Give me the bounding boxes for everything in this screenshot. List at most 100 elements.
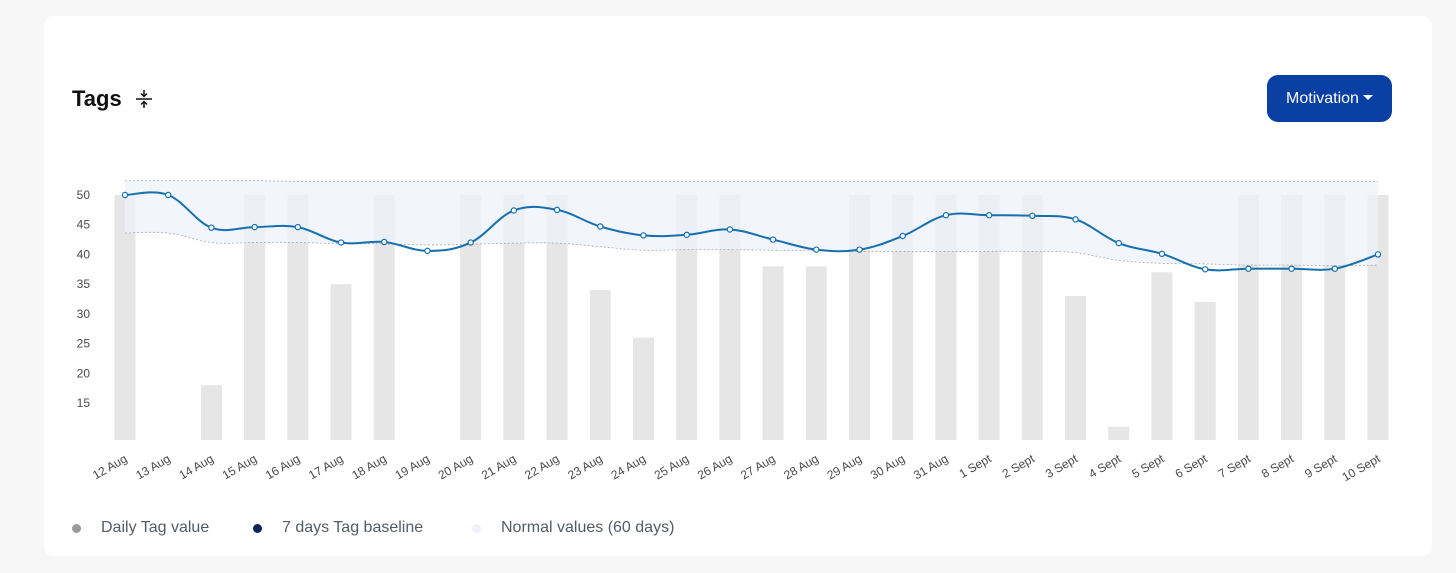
baseline-point-12: [597, 223, 604, 230]
baseline-point-23: [1072, 216, 1079, 223]
bar-25: [1151, 272, 1173, 440]
y-tick-label: 15: [77, 396, 91, 410]
baseline-point-17: [813, 246, 820, 253]
bar-19: [892, 195, 914, 440]
x-tick-label: 5 Sept: [1129, 451, 1167, 481]
baseline-point-19: [899, 232, 906, 240]
bar-20: [935, 195, 957, 440]
x-tick-label: 29 Aug: [825, 451, 864, 482]
baseline-line-layer: [121, 191, 1382, 273]
normal-band-lower: [124, 231, 1379, 267]
bar-26: [1194, 301, 1216, 440]
bar-3: [200, 385, 222, 440]
bar-9: [460, 195, 482, 440]
baseline-point-25: [1158, 250, 1166, 258]
collapse-icon[interactable]: [134, 88, 154, 110]
x-tick-label: 2 Sept: [1000, 451, 1038, 481]
baseline-point-11: [553, 206, 561, 214]
bar-7: [373, 195, 395, 440]
baseline-point-9: [467, 239, 474, 246]
bar-24: [1108, 426, 1130, 440]
bar-1: [114, 195, 136, 440]
baseline-point-14: [683, 231, 690, 239]
y-tick-label: 45: [77, 218, 91, 232]
motivation-dropdown-label: Motivation: [1286, 89, 1359, 107]
x-tick-label: 21 Aug: [479, 451, 518, 482]
legend-dot-daily: [72, 523, 81, 533]
x-tick-label: 12 Aug: [90, 451, 129, 482]
x-tick-label: 9 Sept: [1302, 451, 1340, 481]
page-title: Tags: [72, 86, 122, 111]
x-tick-label: 13 Aug: [133, 451, 172, 482]
bar-17: [805, 266, 827, 440]
y-tick-label: 25: [77, 337, 91, 351]
bar-4: [244, 195, 266, 440]
bar-18: [849, 195, 871, 440]
x-tick-label: 26 Aug: [695, 451, 734, 482]
x-tick-label: 10 Sept: [1340, 451, 1383, 484]
baseline-point-22: [1029, 212, 1036, 219]
legend-item-normal[interactable]: Normal values (60 days): [472, 519, 674, 537]
legend-label-daily: Daily Tag value: [101, 519, 210, 536]
x-tick-label: 27 Aug: [738, 451, 777, 482]
baseline-point-24: [1115, 239, 1122, 247]
bar-22: [1021, 195, 1043, 440]
baseline-point-18: [856, 246, 863, 253]
normal-band-area: [125, 180, 1378, 266]
y-tick-label: 40: [77, 247, 91, 261]
normal-band-upper: [125, 180, 1378, 182]
caret-down-icon: [1362, 95, 1373, 100]
legend-label-baseline: 7 days Tag baseline: [282, 519, 424, 536]
baseline-point-10: [510, 207, 518, 214]
x-tick-label: 20 Aug: [436, 451, 475, 482]
bar-21: [978, 195, 1000, 440]
y-axis: 15 20 25 30 35 40 45 50: [77, 188, 91, 410]
bar-16: [762, 266, 784, 440]
baseline-point-5: [294, 223, 302, 231]
x-tick-label: 15 Aug: [220, 451, 259, 482]
baseline-point-21: [985, 212, 993, 219]
y-tick-label: 30: [77, 307, 91, 321]
baseline-point-2: [165, 191, 172, 199]
motivation-dropdown-button[interactable]: Motivation: [1267, 75, 1392, 122]
bar-13: [632, 337, 654, 440]
y-tick-label: 35: [77, 277, 91, 291]
y-tick-label: 50: [77, 188, 91, 202]
baseline-point-15: [726, 226, 734, 233]
x-tick-label: 31 Aug: [911, 451, 950, 482]
x-tick-label: 30 Aug: [868, 451, 907, 482]
baseline-point-6: [337, 239, 345, 246]
baseline-point-30: [1374, 251, 1382, 258]
legend-dot-normal: [472, 523, 481, 533]
baseline-point-27: [1245, 265, 1252, 272]
baseline-point-4: [251, 223, 258, 231]
baseline-line: [124, 191, 1379, 272]
bar-23: [1065, 296, 1087, 440]
baseline-point-7: [381, 238, 388, 246]
x-tick-label: 14 Aug: [177, 451, 216, 482]
x-tick-label: 24 Aug: [609, 451, 648, 482]
bar-11: [546, 195, 568, 440]
x-tick-label: 19 Aug: [393, 451, 432, 482]
x-tick-label: 7 Sept: [1216, 451, 1254, 481]
legend-item-baseline[interactable]: 7 days Tag baseline: [253, 519, 423, 537]
x-tick-label: 1 Sept: [957, 451, 995, 481]
baseline-point-29: [1331, 265, 1338, 272]
bar-5: [287, 195, 309, 440]
baseline-point-16: [769, 236, 777, 243]
baseline-point-8: [424, 247, 431, 255]
bar-6: [330, 284, 352, 440]
x-tick-label: 3 Sept: [1043, 451, 1081, 481]
legend-label-normal: Normal values (60 days): [501, 519, 675, 536]
baseline-point-26: [1201, 266, 1209, 273]
bar-14: [676, 195, 698, 440]
bar-15: [719, 195, 741, 440]
legend-item-daily[interactable]: Daily Tag value: [72, 519, 209, 537]
x-tick-label: 8 Sept: [1259, 451, 1297, 481]
legend-dot-baseline: [253, 523, 262, 533]
baseline-point-1: [121, 191, 129, 199]
x-tick-label: 6 Sept: [1173, 451, 1211, 481]
baseline-point-28: [1288, 265, 1295, 272]
x-tick-label: 23 Aug: [565, 451, 604, 482]
